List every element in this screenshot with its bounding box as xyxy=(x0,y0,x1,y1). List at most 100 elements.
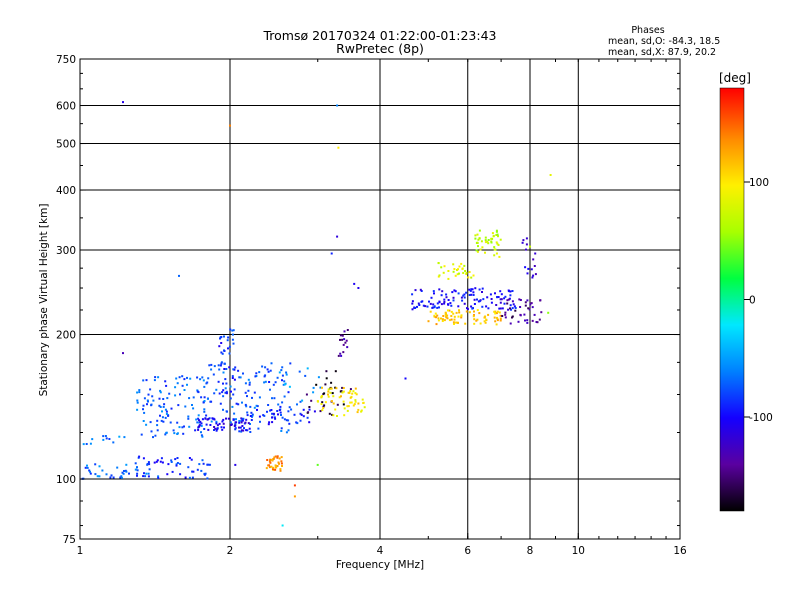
data-point xyxy=(191,404,193,406)
data-point xyxy=(253,406,256,409)
data-point xyxy=(506,302,509,305)
data-point xyxy=(440,317,442,320)
data-point xyxy=(280,369,283,372)
data-point xyxy=(529,245,531,248)
data-point xyxy=(509,322,512,325)
data-point xyxy=(452,263,455,266)
data-point xyxy=(136,399,139,402)
data-point xyxy=(208,364,211,367)
data-point xyxy=(334,386,337,389)
data-point xyxy=(466,308,469,310)
data-point xyxy=(347,405,350,408)
data-point xyxy=(508,297,511,300)
data-point xyxy=(165,431,168,434)
data-point xyxy=(437,262,440,265)
data-point xyxy=(238,430,241,433)
data-point xyxy=(147,472,150,475)
data-point xyxy=(249,431,252,433)
data-point xyxy=(187,415,190,418)
data-point xyxy=(453,315,456,318)
data-point xyxy=(478,288,481,291)
data-point xyxy=(212,373,215,376)
data-point xyxy=(473,314,475,317)
data-point xyxy=(206,463,209,466)
data-point xyxy=(138,455,141,458)
data-point xyxy=(203,410,206,413)
data-point xyxy=(472,291,475,294)
data-point xyxy=(438,288,441,291)
data-point xyxy=(108,438,111,440)
data-point xyxy=(499,317,502,320)
data-point xyxy=(174,394,177,397)
data-point xyxy=(463,293,466,296)
data-point xyxy=(462,294,465,297)
data-point xyxy=(269,409,272,412)
data-point xyxy=(321,401,324,404)
data-point xyxy=(504,295,507,298)
data-point xyxy=(225,382,228,385)
data-point xyxy=(304,374,307,377)
data-point xyxy=(533,313,536,316)
data-point xyxy=(240,429,243,432)
data-point xyxy=(503,302,506,305)
data-point xyxy=(271,412,274,415)
data-point xyxy=(293,484,296,487)
data-point xyxy=(233,368,236,371)
data-point xyxy=(150,430,153,433)
data-point xyxy=(464,322,467,325)
data-point xyxy=(438,274,441,277)
data-point xyxy=(299,400,302,403)
phase-stats-x: mean, sd,X: 87.9, 20.2 xyxy=(608,47,716,58)
data-point xyxy=(200,469,203,472)
data-point xyxy=(204,417,207,420)
data-point xyxy=(497,296,500,298)
data-point xyxy=(484,315,487,318)
data-point xyxy=(490,301,493,304)
data-point xyxy=(187,417,190,420)
data-point xyxy=(499,301,502,304)
data-point xyxy=(250,419,253,421)
data-point xyxy=(441,320,444,322)
data-point xyxy=(477,245,479,248)
data-point xyxy=(192,407,195,410)
data-point xyxy=(337,354,340,357)
data-point xyxy=(330,252,333,255)
data-point xyxy=(172,429,175,432)
data-point xyxy=(274,455,277,458)
data-point xyxy=(428,300,430,303)
y-tick-label: 200 xyxy=(56,330,76,342)
data-point xyxy=(232,368,235,371)
data-point xyxy=(454,274,457,277)
data-point xyxy=(118,435,121,438)
data-point xyxy=(440,266,443,269)
data-point xyxy=(458,309,460,312)
data-point xyxy=(234,428,237,431)
data-point xyxy=(493,246,496,249)
data-point xyxy=(242,429,245,432)
data-point xyxy=(240,420,243,423)
data-point xyxy=(225,392,228,395)
data-point xyxy=(242,372,244,375)
data-point xyxy=(493,310,496,313)
data-point xyxy=(270,409,273,411)
data-point xyxy=(476,298,478,301)
data-point xyxy=(220,426,223,429)
data-point xyxy=(295,421,298,424)
data-point xyxy=(337,146,340,149)
data-point xyxy=(246,429,249,432)
data-point xyxy=(447,277,450,280)
data-point xyxy=(136,401,139,404)
data-point xyxy=(91,438,94,441)
data-point xyxy=(476,318,479,321)
data-point xyxy=(429,310,432,313)
data-point xyxy=(202,462,205,465)
data-point xyxy=(494,292,496,295)
data-point xyxy=(235,402,238,405)
data-point xyxy=(249,405,252,408)
chart-subtitle: RwPretec (8p) xyxy=(336,41,424,56)
data-point xyxy=(188,397,191,400)
data-point xyxy=(213,365,216,368)
data-point xyxy=(331,392,334,395)
colorbar-ticks: 100 0 -100 xyxy=(744,177,773,424)
data-point xyxy=(470,305,473,308)
